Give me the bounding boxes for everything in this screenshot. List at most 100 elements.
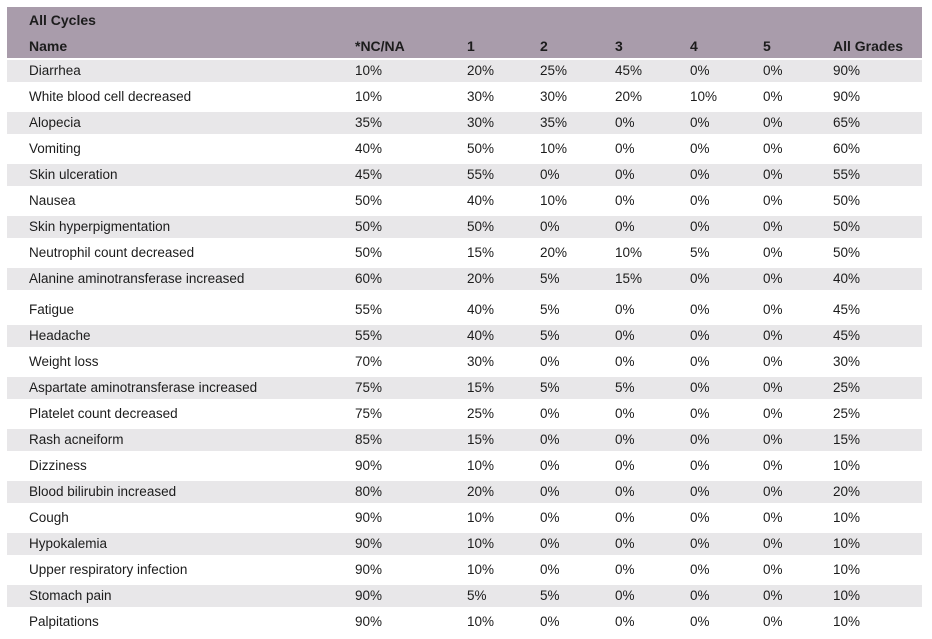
table-row: Alanine aminotransferase increased 60% 20%… xyxy=(7,266,923,292)
row-value: 0% xyxy=(615,162,690,188)
table-body: Diarrhea 10% 20% 25% 45% 0% 0% 90% White blood c… xyxy=(7,58,923,635)
row-value: 10% xyxy=(355,84,467,110)
row-value: 0% xyxy=(763,583,833,609)
row-value: 75% xyxy=(355,401,467,427)
row-value: 10% xyxy=(690,84,763,110)
table-row: Weight loss 70% 30% 0% 0% 0% 0% 30% xyxy=(7,349,923,375)
row-value: 20% xyxy=(540,240,615,266)
row-value: 50% xyxy=(833,214,923,240)
row-value: 0% xyxy=(763,557,833,583)
row-value: 10% xyxy=(540,188,615,214)
row-value: 10% xyxy=(833,453,923,479)
row-value: 0% xyxy=(540,479,615,505)
column-header-row: Name *NC/NA 1 2 3 4 5 All Grades xyxy=(7,34,923,58)
row-value: 90% xyxy=(355,557,467,583)
row-value: 5% xyxy=(540,323,615,349)
row-value: 30% xyxy=(540,84,615,110)
row-value: 60% xyxy=(355,266,467,292)
row-name: Dizziness xyxy=(7,453,355,479)
row-value: 0% xyxy=(690,162,763,188)
row-value: 50% xyxy=(833,240,923,266)
row-value: 75% xyxy=(355,375,467,401)
row-value: 10% xyxy=(467,557,540,583)
row-value: 0% xyxy=(763,531,833,557)
row-value: 0% xyxy=(690,349,763,375)
row-value: 0% xyxy=(615,479,690,505)
row-value: 0% xyxy=(615,609,690,635)
table-row: Diarrhea 10% 20% 25% 45% 0% 0% 90% xyxy=(7,58,923,84)
row-value: 90% xyxy=(355,505,467,531)
row-value: 10% xyxy=(833,531,923,557)
table-row: Aspartate aminotransferase increased 75% 1… xyxy=(7,375,923,401)
row-value: 30% xyxy=(467,349,540,375)
row-value: 10% xyxy=(467,505,540,531)
row-value: 0% xyxy=(690,401,763,427)
row-value: 0% xyxy=(690,531,763,557)
row-value: 0% xyxy=(690,479,763,505)
column-header-name: Name xyxy=(7,34,355,58)
table-row: White blood cell decreased 10% 30% 30% 20% 10… xyxy=(7,84,923,110)
row-value: 0% xyxy=(763,136,833,162)
row-value: 20% xyxy=(467,479,540,505)
table-row: Rash acneiform 85% 15% 0% 0% 0% 0% 15% xyxy=(7,427,923,453)
row-value: 50% xyxy=(833,188,923,214)
row-value: 55% xyxy=(355,297,467,323)
row-value: 35% xyxy=(540,110,615,136)
row-value: 10% xyxy=(467,531,540,557)
row-value: 45% xyxy=(833,323,923,349)
row-value: 25% xyxy=(833,375,923,401)
row-value: 30% xyxy=(833,349,923,375)
row-value: 70% xyxy=(355,349,467,375)
row-name: Upper respiratory infection xyxy=(7,557,355,583)
row-value: 0% xyxy=(540,505,615,531)
row-value: 0% xyxy=(690,110,763,136)
row-value: 20% xyxy=(615,84,690,110)
row-value: 0% xyxy=(690,505,763,531)
table-row: Upper respiratory infection 90% 10% 0% 0% 0% 0… xyxy=(7,557,923,583)
row-value: 60% xyxy=(833,136,923,162)
row-value: 55% xyxy=(467,162,540,188)
row-value: 0% xyxy=(690,297,763,323)
row-value: 50% xyxy=(467,214,540,240)
table-row: Headache 55% 40% 5% 0% 0% 0% 45% xyxy=(7,323,923,349)
row-value: 40% xyxy=(467,188,540,214)
row-value: 0% xyxy=(690,266,763,292)
row-value: 35% xyxy=(355,110,467,136)
row-value: 10% xyxy=(355,58,467,84)
row-value: 45% xyxy=(615,58,690,84)
row-value: 0% xyxy=(540,349,615,375)
row-value: 25% xyxy=(833,401,923,427)
row-value: 0% xyxy=(540,609,615,635)
row-value: 45% xyxy=(355,162,467,188)
row-value: 0% xyxy=(690,323,763,349)
row-value: 0% xyxy=(615,297,690,323)
row-value: 50% xyxy=(355,240,467,266)
adverse-events-table: All Cycles Name *NC/NA 1 2 3 4 5 All Grades Dia… xyxy=(7,7,923,635)
row-value: 5% xyxy=(615,375,690,401)
table-row: Skin ulceration 45% 55% 0% 0% 0% 0% 55% xyxy=(7,162,923,188)
row-value: 25% xyxy=(467,401,540,427)
row-value: 15% xyxy=(467,375,540,401)
column-header-all-grades: All Grades xyxy=(833,34,923,58)
row-name: Alopecia xyxy=(7,110,355,136)
row-value: 0% xyxy=(763,214,833,240)
column-header-3: 3 xyxy=(615,34,690,58)
row-value: 0% xyxy=(540,557,615,583)
row-value: 90% xyxy=(355,531,467,557)
row-value: 10% xyxy=(467,453,540,479)
row-value: 10% xyxy=(615,240,690,266)
row-value: 0% xyxy=(763,266,833,292)
row-value: 15% xyxy=(467,240,540,266)
row-name: White blood cell decreased xyxy=(7,84,355,110)
column-header-2: 2 xyxy=(540,34,615,58)
row-value: 0% xyxy=(763,609,833,635)
row-value: 40% xyxy=(467,297,540,323)
row-value: 0% xyxy=(690,375,763,401)
row-value: 0% xyxy=(615,531,690,557)
row-value: 5% xyxy=(467,583,540,609)
table-row: Fatigue 55% 40% 5% 0% 0% 0% 45% xyxy=(7,297,923,323)
row-value: 0% xyxy=(763,297,833,323)
row-value: 0% xyxy=(615,453,690,479)
row-value: 0% xyxy=(690,557,763,583)
table-row: Neutrophil count decreased 50% 15% 20% 10% 5%… xyxy=(7,240,923,266)
